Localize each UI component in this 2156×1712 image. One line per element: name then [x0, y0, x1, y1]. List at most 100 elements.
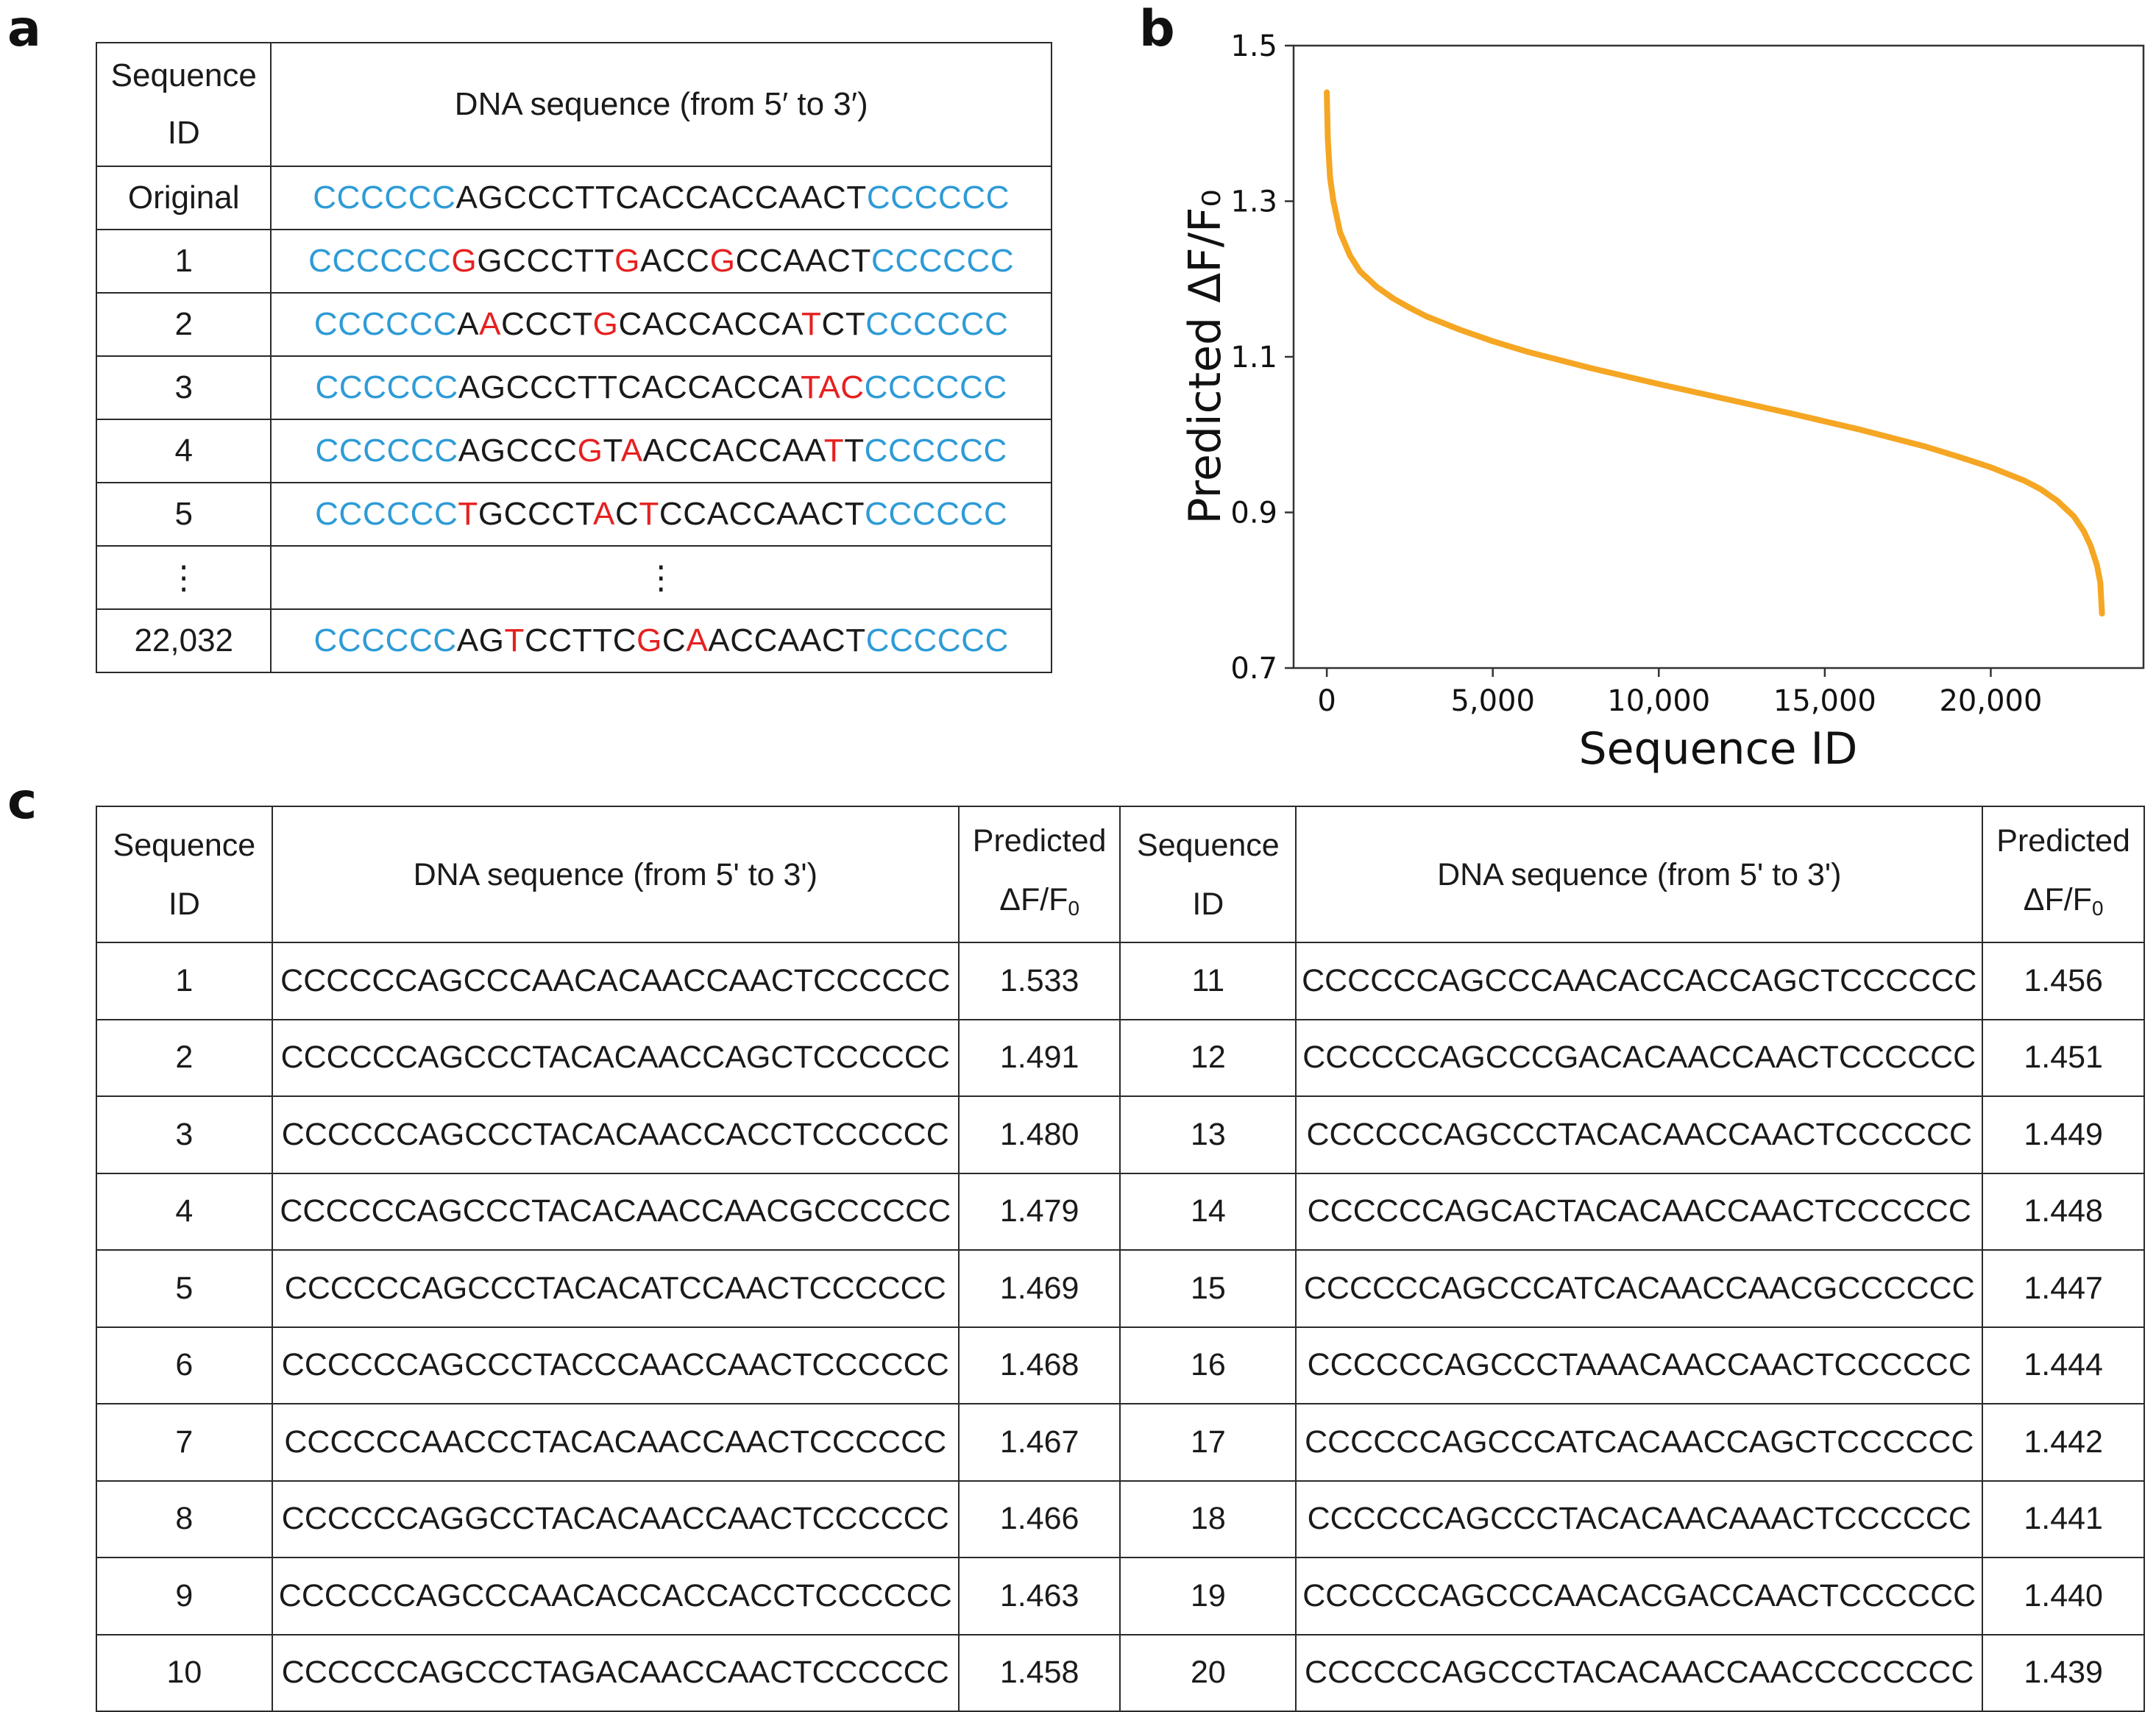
mutation-segment: A: [620, 433, 643, 469]
predicted-fluorescence-chart: 0.7 0.9 1.1 1.3 1.5 0 5,000 10,000 15,000 20,000…: [1180, 29, 2145, 775]
mutation-segment: T: [823, 433, 845, 469]
core-segment: GCCCTT: [477, 243, 615, 279]
sequence-cell: CCCCCCAGGCCTACACAACCAACTCCCCCC: [271, 1480, 960, 1558]
mutation-segment: G: [709, 243, 736, 279]
predicted-value-cell: 1.458: [957, 1633, 1121, 1712]
sequence-id-cell: 6: [96, 1326, 273, 1404]
sequence-id-cell: 1: [95, 229, 272, 294]
predicted-value-cell: 1.491: [957, 1018, 1121, 1097]
mutation-segment: G: [614, 243, 640, 279]
table-row: 8 CCCCCCAGGCCTACACAACCAACTCCCCCC 1.466 18 CC…: [96, 1480, 2145, 1558]
predicted-value-cell: 1.440: [1982, 1557, 2145, 1635]
mutation-segment: G: [592, 306, 619, 342]
predicted-value-cell: 1.479: [957, 1172, 1121, 1251]
core-segment: CCCT: [501, 306, 593, 342]
table-row: 4 CCCCCCAGCCCTACACAACCAACGCCCCCC 1.479 14 CC…: [96, 1172, 2145, 1251]
sequence-cell: CCCCCCAGCCCTTCACCACCATACCCCCCC: [270, 355, 1052, 420]
header-sequence-id: Sequence ID: [96, 806, 273, 943]
y-tick-label: 0.7: [1230, 652, 1277, 686]
header-predicted: Predicted ΔF/F0: [1982, 806, 2145, 943]
core-segment: C: [662, 622, 687, 658]
sequence-id-cell: 17: [1119, 1403, 1297, 1482]
predicted-value-cell: 1.451: [1982, 1018, 2145, 1097]
x-axis-label: Sequence ID: [1579, 723, 1858, 775]
sequence-cell: CCCCCCAGCACTACACAACCAACTCCCCCC: [1295, 1172, 1984, 1251]
sequence-cell: CCCCCCAGCCCTACACAACAAACTCCCCCC: [1295, 1480, 1984, 1558]
table-row: 5 CCCCCCTGCCCTACTCCACCAACTCCCCCC: [95, 482, 1052, 547]
sequence-cell: CCCCCCAGCCCATCACAACCAGCTCCCCCC: [1295, 1403, 1984, 1482]
sequence-cell: CCCCCCAGTCCTTCGCAACCAACTCCCCCC: [270, 608, 1052, 673]
table-row: 9 CCCCCCAGCCCAACACCACCACCTCCCCCC 1.463 19 CC…: [96, 1557, 2145, 1635]
mutation-segment: T: [801, 306, 822, 342]
mutation-segment: TAC: [801, 369, 865, 405]
core-segment: CCAACT: [735, 243, 872, 279]
sequence-id-cell: 5: [96, 1249, 273, 1328]
panel-label-a: a: [7, 0, 41, 58]
sequence-cell: CCCCCCAACCCTGCACCACCATCTCCCCCC: [270, 292, 1052, 357]
top-sequences-table: Sequence ID DNA sequence (from 5' to 3') …: [96, 806, 2145, 1712]
flank-segment: CCCCCC: [315, 433, 458, 469]
mutation-segment: A: [686, 622, 709, 658]
predicted-value-cell: 1.448: [1982, 1172, 2145, 1251]
table-header-row: Sequence ID DNA sequence (from 5' to 3') …: [96, 806, 2145, 943]
sequence-cell: CCCCCCAGCCCAACACCACCAGCTCCCCCC: [1295, 942, 1984, 1020]
sequence-id-cell: 8: [96, 1480, 273, 1558]
predicted-value-cell: 1.444: [1982, 1326, 2145, 1404]
core-segment: C: [614, 496, 639, 532]
core-segment: ACC: [639, 243, 710, 279]
sequence-cell: CCCCCCAGCCCTAAACAACCAACTCCCCCC: [1295, 1326, 1984, 1404]
table-row: 7 CCCCCCAACCCTACACAACCAACTCCCCCC 1.467 17 CC…: [96, 1403, 2145, 1482]
sequence-cell: CCCCCCAGCCCGTAACCACCAATTCCCCCC: [270, 419, 1052, 483]
table-row: 3 CCCCCCAGCCCTACACAACCACCTCCCCCC 1.480 13 CC…: [96, 1095, 2145, 1174]
flank-segment: CCCCCC: [871, 243, 1015, 279]
sequence-id-cell: 9: [96, 1557, 273, 1635]
sequence-cell: CCCCCCTGCCCTACTCCACCAACTCCCCCC: [270, 482, 1052, 547]
sequence-cell: CCCCCCAGCCCTACACAACCAACTCCCCCC: [1295, 1095, 1984, 1174]
sequence-id-cell: 10: [96, 1633, 273, 1712]
y-tick-label: 1.3: [1230, 185, 1277, 219]
plot-frame: [1292, 44, 2145, 669]
core-segment: AG: [456, 622, 505, 658]
core-segment: T: [603, 433, 621, 469]
flank-segment: CCCCCC: [315, 369, 458, 405]
sequence-cell: CCCCCCAGCCCATCACAACCAACGCCCCCC: [1295, 1249, 1984, 1328]
sequence-id-cell: 11: [1119, 942, 1297, 1020]
sequence-id-cell: 19: [1119, 1557, 1297, 1635]
sequence-id-cell: 3: [95, 355, 272, 420]
sequence-id-cell: ⋮: [95, 545, 272, 610]
sequence-id-cell: 3: [96, 1095, 273, 1174]
header-dna-sequence: DNA sequence (from 5′ to 3′): [270, 42, 1052, 167]
sequence-cell: CCCCCCAGCCCTACACAACCACCTCCCCCC: [271, 1095, 960, 1174]
core-segment: CCTTC: [525, 622, 637, 658]
sequence-cell: CCCCCCAGCCCGACACAACCAACTCCCCCC: [1295, 1018, 1984, 1097]
flank-segment: CCCCCC: [308, 243, 452, 279]
mutation-segment: G: [636, 622, 662, 658]
sequence-cell: CCCCCCAGCCCAACACCACCACCTCCCCCC: [271, 1557, 960, 1635]
table-row: ⋮ ⋮: [95, 545, 1052, 610]
table-row: Original CCCCCCAGCCCTTCACCACCAACTCCCCCC: [95, 166, 1052, 230]
y-tick-label: 1.1: [1230, 341, 1277, 374]
sequence-id-cell: 15: [1119, 1249, 1297, 1328]
mutation-segment: G: [451, 243, 478, 279]
y-tick-label: 0.9: [1230, 497, 1277, 530]
sequence-id-cell: 2: [95, 292, 272, 357]
y-axis-label: Predicted ΔF/F₀: [1180, 189, 1231, 524]
predicted-value-cell: 1.463: [957, 1557, 1121, 1635]
core-segment: ACCAACT: [708, 622, 866, 658]
header-predicted: Predicted ΔF/F0: [957, 806, 1121, 943]
sequence-cell: CCCCCCAGCCCAACACGACCAACTCCCCCC: [1295, 1557, 1984, 1635]
table-row: 22,032 CCCCCCAGTCCTTCGCAACCAACTCCCCCC: [95, 608, 1052, 673]
table-row: 5 CCCCCCAGCCCTACACATCCAACTCCCCCC 1.469 15 CC…: [96, 1249, 2145, 1328]
sequence-id-cell: 20: [1119, 1633, 1297, 1712]
sequence-cell: CCCCCCAACCCTACACAACCAACTCCCCCC: [271, 1403, 960, 1482]
sequence-cell: CCCCCCAGCCCTACACATCCAACTCCCCCC: [271, 1249, 960, 1328]
sequence-cell: CCCCCCAGCCCAACACAACCAACTCCCCCC: [271, 942, 960, 1020]
predicted-value-cell: 1.533: [957, 942, 1121, 1020]
sequence-cell: ⋮: [270, 545, 1052, 610]
sequence-id-cell: Original: [95, 166, 272, 230]
sequence-id-cell: 16: [1119, 1326, 1297, 1404]
core-segment: AGCCCTTCACCACCA: [458, 369, 801, 405]
header-dna-sequence: DNA sequence (from 5' to 3'): [1295, 806, 1984, 943]
table-header-row: Sequence ID DNA sequence (from 5′ to 3′): [95, 42, 1052, 167]
predicted-value-cell: 1.441: [1982, 1480, 2145, 1558]
